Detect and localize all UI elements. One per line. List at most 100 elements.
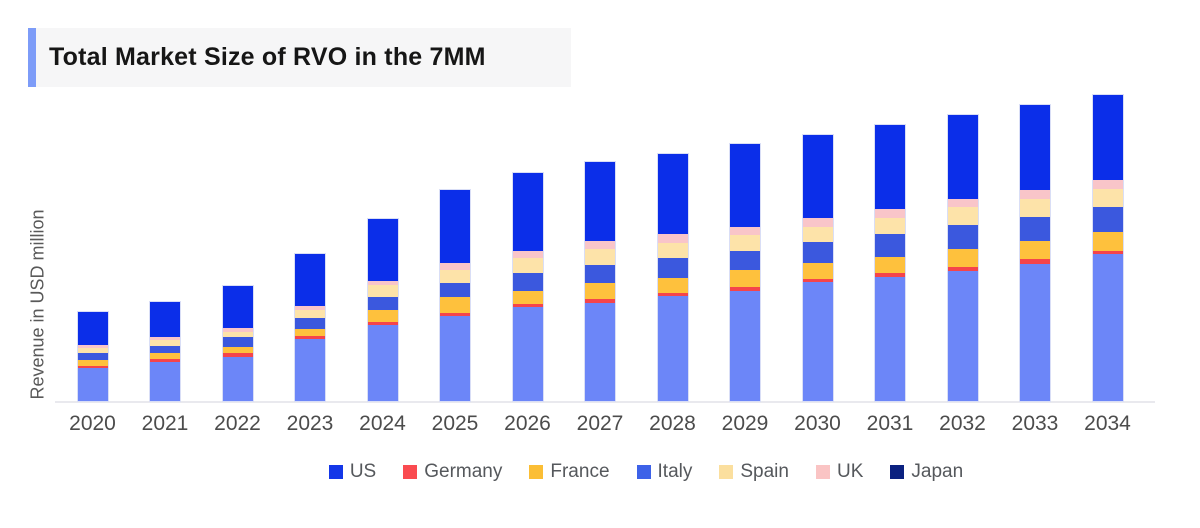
stacked-bar-2022[interactable] — [222, 285, 253, 401]
bar-segment-us-2034[interactable] — [1092, 253, 1123, 401]
stacked-bar-2031[interactable] — [875, 124, 905, 401]
bar-segment-france-2020[interactable] — [77, 359, 108, 366]
stacked-bar-2027[interactable] — [585, 161, 615, 401]
bar-segment-japan-2033[interactable] — [1020, 104, 1050, 190]
bar-segment-france-2034[interactable] — [1092, 231, 1123, 251]
bar-segment-germany-2034[interactable] — [1092, 250, 1123, 254]
bar-segment-italy-2032[interactable] — [947, 224, 978, 249]
bar-segment-italy-2030[interactable] — [802, 241, 833, 263]
bar-segment-germany-2033[interactable] — [1020, 258, 1050, 264]
bar-segment-spain-2030[interactable] — [802, 226, 833, 242]
legend-item-japan[interactable]: Japan — [890, 461, 963, 483]
bar-segment-germany-2031[interactable] — [875, 272, 905, 277]
bar-segment-us-2025[interactable] — [440, 315, 470, 401]
bar-segment-japan-2021[interactable] — [150, 301, 180, 337]
bar-segment-france-2027[interactable] — [585, 282, 615, 299]
bar-segment-france-2023[interactable] — [295, 328, 325, 336]
stacked-bar-2024[interactable] — [367, 218, 398, 401]
bar-segment-italy-2024[interactable] — [367, 296, 398, 310]
bar-segment-uk-2034[interactable] — [1092, 179, 1123, 189]
bar-segment-japan-2023[interactable] — [295, 253, 325, 306]
bar-segment-us-2028[interactable] — [657, 295, 688, 401]
bar-segment-japan-2030[interactable] — [802, 134, 833, 218]
bar-segment-italy-2022[interactable] — [222, 337, 253, 347]
bar-segment-france-2021[interactable] — [150, 353, 180, 359]
bar-segment-spain-2024[interactable] — [367, 284, 398, 297]
bar-segment-italy-2028[interactable] — [657, 257, 688, 278]
bar-segment-japan-2025[interactable] — [440, 189, 470, 263]
bar-segment-japan-2024[interactable] — [367, 218, 398, 281]
bar-segment-germany-2027[interactable] — [585, 298, 615, 303]
bar-segment-japan-2032[interactable] — [947, 114, 978, 199]
bar-segment-france-2022[interactable] — [222, 346, 253, 353]
bar-segment-uk-2028[interactable] — [657, 233, 688, 243]
bar-segment-france-2024[interactable] — [367, 309, 398, 322]
bar-segment-japan-2034[interactable] — [1092, 94, 1123, 180]
bar-segment-germany-2032[interactable] — [947, 266, 978, 271]
bar-segment-germany-2022[interactable] — [222, 353, 253, 357]
bar-segment-japan-2026[interactable] — [512, 172, 543, 251]
bar-segment-italy-2031[interactable] — [875, 233, 905, 257]
bar-segment-uk-2026[interactable] — [512, 250, 543, 258]
bar-segment-germany-2030[interactable] — [802, 278, 833, 282]
bar-segment-uk-2021[interactable] — [150, 336, 180, 340]
bar-segment-france-2033[interactable] — [1020, 240, 1050, 259]
bar-segment-italy-2025[interactable] — [440, 282, 470, 297]
bar-segment-uk-2031[interactable] — [875, 208, 905, 218]
bar-segment-italy-2023[interactable] — [295, 317, 325, 329]
bar-segment-spain-2021[interactable] — [150, 339, 180, 346]
stacked-bar-2032[interactable] — [947, 114, 978, 401]
bar-segment-italy-2020[interactable] — [77, 352, 108, 360]
bar-segment-spain-2032[interactable] — [947, 206, 978, 225]
bar-segment-us-2021[interactable] — [150, 361, 180, 401]
bar-segment-spain-2028[interactable] — [657, 242, 688, 258]
bar-segment-germany-2029[interactable] — [730, 286, 760, 291]
bar-segment-france-2032[interactable] — [947, 248, 978, 267]
bar-segment-uk-2024[interactable] — [367, 280, 398, 285]
legend-item-germany[interactable]: Germany — [403, 461, 502, 483]
bar-segment-uk-2025[interactable] — [440, 262, 470, 270]
bar-segment-uk-2023[interactable] — [295, 305, 325, 310]
bar-segment-us-2023[interactable] — [295, 338, 325, 401]
legend-item-spain[interactable]: Spain — [719, 461, 789, 483]
bar-segment-spain-2026[interactable] — [512, 257, 543, 273]
bar-segment-italy-2029[interactable] — [730, 250, 760, 270]
bar-segment-italy-2027[interactable] — [585, 264, 615, 283]
bar-segment-germany-2028[interactable] — [657, 292, 688, 296]
stacked-bar-2021[interactable] — [150, 301, 180, 401]
bar-segment-france-2030[interactable] — [802, 262, 833, 279]
stacked-bar-2028[interactable] — [657, 153, 688, 401]
bar-segment-japan-2028[interactable] — [657, 153, 688, 234]
legend-item-uk[interactable]: UK — [815, 461, 863, 483]
bar-segment-uk-2027[interactable] — [585, 240, 615, 249]
bar-segment-uk-2029[interactable] — [730, 226, 760, 235]
bar-segment-spain-2025[interactable] — [440, 269, 470, 283]
bar-segment-spain-2022[interactable] — [222, 331, 253, 337]
bar-segment-spain-2034[interactable] — [1092, 188, 1123, 207]
bar-segment-uk-2033[interactable] — [1020, 189, 1050, 199]
stacked-bar-2030[interactable] — [802, 134, 833, 401]
bar-segment-france-2026[interactable] — [512, 290, 543, 304]
bar-segment-uk-2022[interactable] — [222, 327, 253, 332]
bar-segment-italy-2034[interactable] — [1092, 206, 1123, 232]
bar-segment-japan-2031[interactable] — [875, 124, 905, 209]
stacked-bar-2025[interactable] — [440, 189, 470, 401]
bar-segment-us-2029[interactable] — [730, 290, 760, 401]
legend-item-france[interactable]: France — [529, 461, 610, 483]
bar-segment-spain-2020[interactable] — [77, 347, 108, 353]
bar-segment-france-2031[interactable] — [875, 256, 905, 273]
bar-segment-us-2031[interactable] — [875, 276, 905, 401]
bar-segment-germany-2026[interactable] — [512, 303, 543, 307]
bar-segment-germany-2023[interactable] — [295, 335, 325, 339]
bar-segment-france-2025[interactable] — [440, 296, 470, 313]
bar-segment-spain-2033[interactable] — [1020, 198, 1050, 217]
legend-item-italy[interactable]: Italy — [636, 461, 692, 483]
bar-segment-us-2020[interactable] — [77, 368, 108, 401]
bar-segment-spain-2029[interactable] — [730, 234, 760, 251]
bar-segment-uk-2032[interactable] — [947, 198, 978, 207]
bar-segment-spain-2023[interactable] — [295, 309, 325, 318]
stacked-bar-2034[interactable] — [1092, 94, 1123, 401]
bar-segment-us-2032[interactable] — [947, 270, 978, 401]
bar-segment-japan-2020[interactable] — [77, 311, 108, 345]
stacked-bar-2020[interactable] — [77, 311, 108, 401]
